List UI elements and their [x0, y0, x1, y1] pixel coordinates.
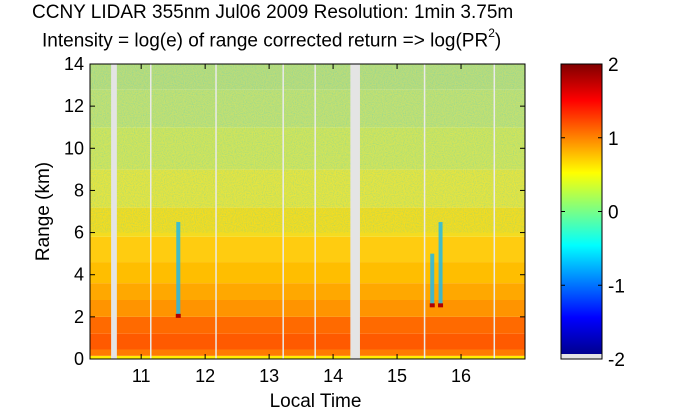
- data-gap-0: [111, 64, 117, 359]
- y-tick-label-5: 10: [64, 138, 84, 158]
- heatmap-band-1: [90, 349, 525, 356]
- y-tick-label-3: 6: [74, 223, 84, 243]
- y-tick-label-0: 0: [74, 349, 84, 369]
- chart-title: CCNY LIDAR 355nm Jul06 2009 Resolution: …: [32, 2, 514, 23]
- y-tick-label-1: 2: [74, 307, 84, 327]
- x-tick-label-0: 11: [132, 366, 151, 386]
- data-gap-1: [350, 64, 360, 359]
- heatmap-band-7: [90, 236, 525, 263]
- cloud-base-0: [175, 313, 181, 318]
- y-tick-label-4: 8: [74, 180, 84, 200]
- chart-subtitle: Intensity = log(e) of range corrected re…: [0, 26, 682, 52]
- heatmap-band-0: [90, 355, 525, 359]
- x-axis-label: Local Time: [270, 391, 362, 412]
- colorbar-gradient: [561, 64, 602, 354]
- heatmap-band-3: [90, 316, 525, 334]
- subtitle-end: ): [494, 30, 502, 52]
- heatmap-band-6: [90, 262, 525, 284]
- heatmap-band-2: [90, 333, 525, 350]
- colorbar-gap-swatch: [561, 354, 602, 359]
- cloud-base-1: [429, 303, 435, 308]
- subtitle-main: Intensity = log(e) of range corrected re…: [42, 30, 489, 52]
- x-tick-label-3: 14: [323, 366, 343, 386]
- colorbar-tick-label-2: 0: [608, 203, 619, 224]
- y-axis-label: Range (km): [33, 162, 54, 261]
- y-tick-label-7: 14: [64, 54, 84, 74]
- x-tick-label-5: 16: [451, 366, 471, 386]
- heatmap-noise: [90, 64, 525, 233]
- colorbar-tick-label-4: -2: [608, 350, 625, 371]
- colorbar-tick-label-3: -1: [608, 276, 625, 297]
- colorbar: 2 1 0 -1 -2: [560, 55, 625, 371]
- heatmap-band-4: [90, 300, 525, 317]
- cloud-base-2: [438, 303, 444, 308]
- cloud-feature-2: [438, 222, 443, 307]
- plot-area: [90, 64, 525, 359]
- cloud-feature-0: [176, 222, 181, 317]
- axes: 11 12 13 14 15 16 0 2 4 6 8 10 12 14 Local Time Range (…: [33, 54, 526, 412]
- x-tick-label-1: 12: [195, 366, 215, 386]
- colorbar-tick-label-0: 2: [608, 55, 619, 76]
- y-tick-label-6: 12: [64, 96, 84, 116]
- x-tick-label-2: 13: [259, 366, 279, 386]
- heatmap-band-5: [90, 283, 525, 300]
- y-tick-label-2: 4: [74, 265, 84, 285]
- cloud-feature-1: [430, 253, 435, 307]
- subtitle-superscript: 2: [488, 26, 495, 40]
- x-tick-label-4: 15: [387, 366, 407, 386]
- colorbar-tick-label-1: 1: [608, 129, 619, 150]
- plot-frame: [89, 63, 526, 360]
